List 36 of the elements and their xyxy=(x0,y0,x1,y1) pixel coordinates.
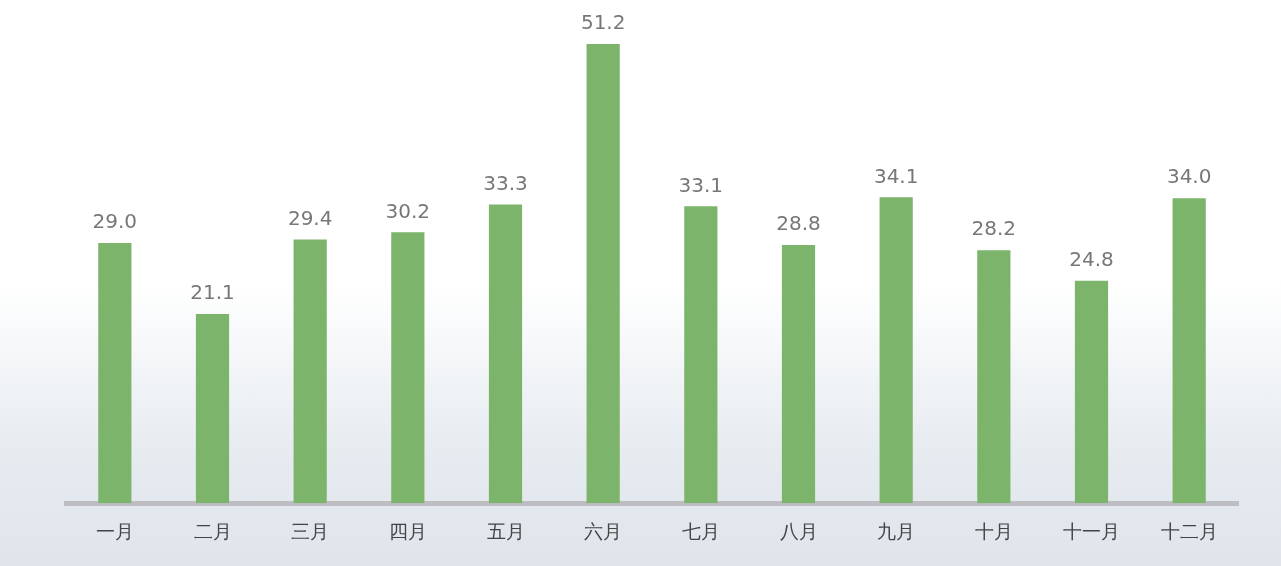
x-tick-label: 五月 xyxy=(486,519,525,542)
x-tick-label: 二月 xyxy=(193,519,232,542)
bar xyxy=(195,313,230,504)
x-tick-label: 六月 xyxy=(584,519,623,542)
data-label: 30.2 xyxy=(385,198,431,223)
x-tick-label: 四月 xyxy=(388,519,427,542)
data-label: 24.8 xyxy=(1069,246,1114,271)
data-label: 51.2 xyxy=(580,10,626,35)
x-tick-label: 十月 xyxy=(974,519,1013,542)
bar xyxy=(684,206,718,504)
data-label: 28.8 xyxy=(776,211,821,236)
data-label: 34.1 xyxy=(873,163,919,188)
data-label: 33.1 xyxy=(678,172,724,197)
x-tick-label: 十二月 xyxy=(1160,519,1218,542)
bar xyxy=(391,232,425,504)
bar xyxy=(98,243,132,504)
data-label: 29.4 xyxy=(287,205,333,230)
x-tick-label: 一月 xyxy=(95,519,134,542)
x-tick-label: 七月 xyxy=(681,519,720,542)
x-tick-label: 九月 xyxy=(877,519,916,542)
bar xyxy=(879,197,913,504)
x-tick-label: 八月 xyxy=(779,519,818,542)
bar xyxy=(977,250,1011,504)
bar xyxy=(488,204,523,504)
x-tick-label: 三月 xyxy=(291,519,330,542)
data-label: 28.2 xyxy=(971,216,1017,241)
x-tick-label: 十一月 xyxy=(1063,519,1120,542)
bar xyxy=(1172,198,1206,504)
data-label: 34.0 xyxy=(1166,164,1212,189)
bar xyxy=(781,244,816,504)
bar xyxy=(293,239,327,504)
data-label: 21.1 xyxy=(190,280,235,305)
data-label: 33.3 xyxy=(483,170,528,195)
bar xyxy=(1074,280,1109,504)
bar xyxy=(586,44,620,504)
data-label: 29.0 xyxy=(92,209,138,234)
